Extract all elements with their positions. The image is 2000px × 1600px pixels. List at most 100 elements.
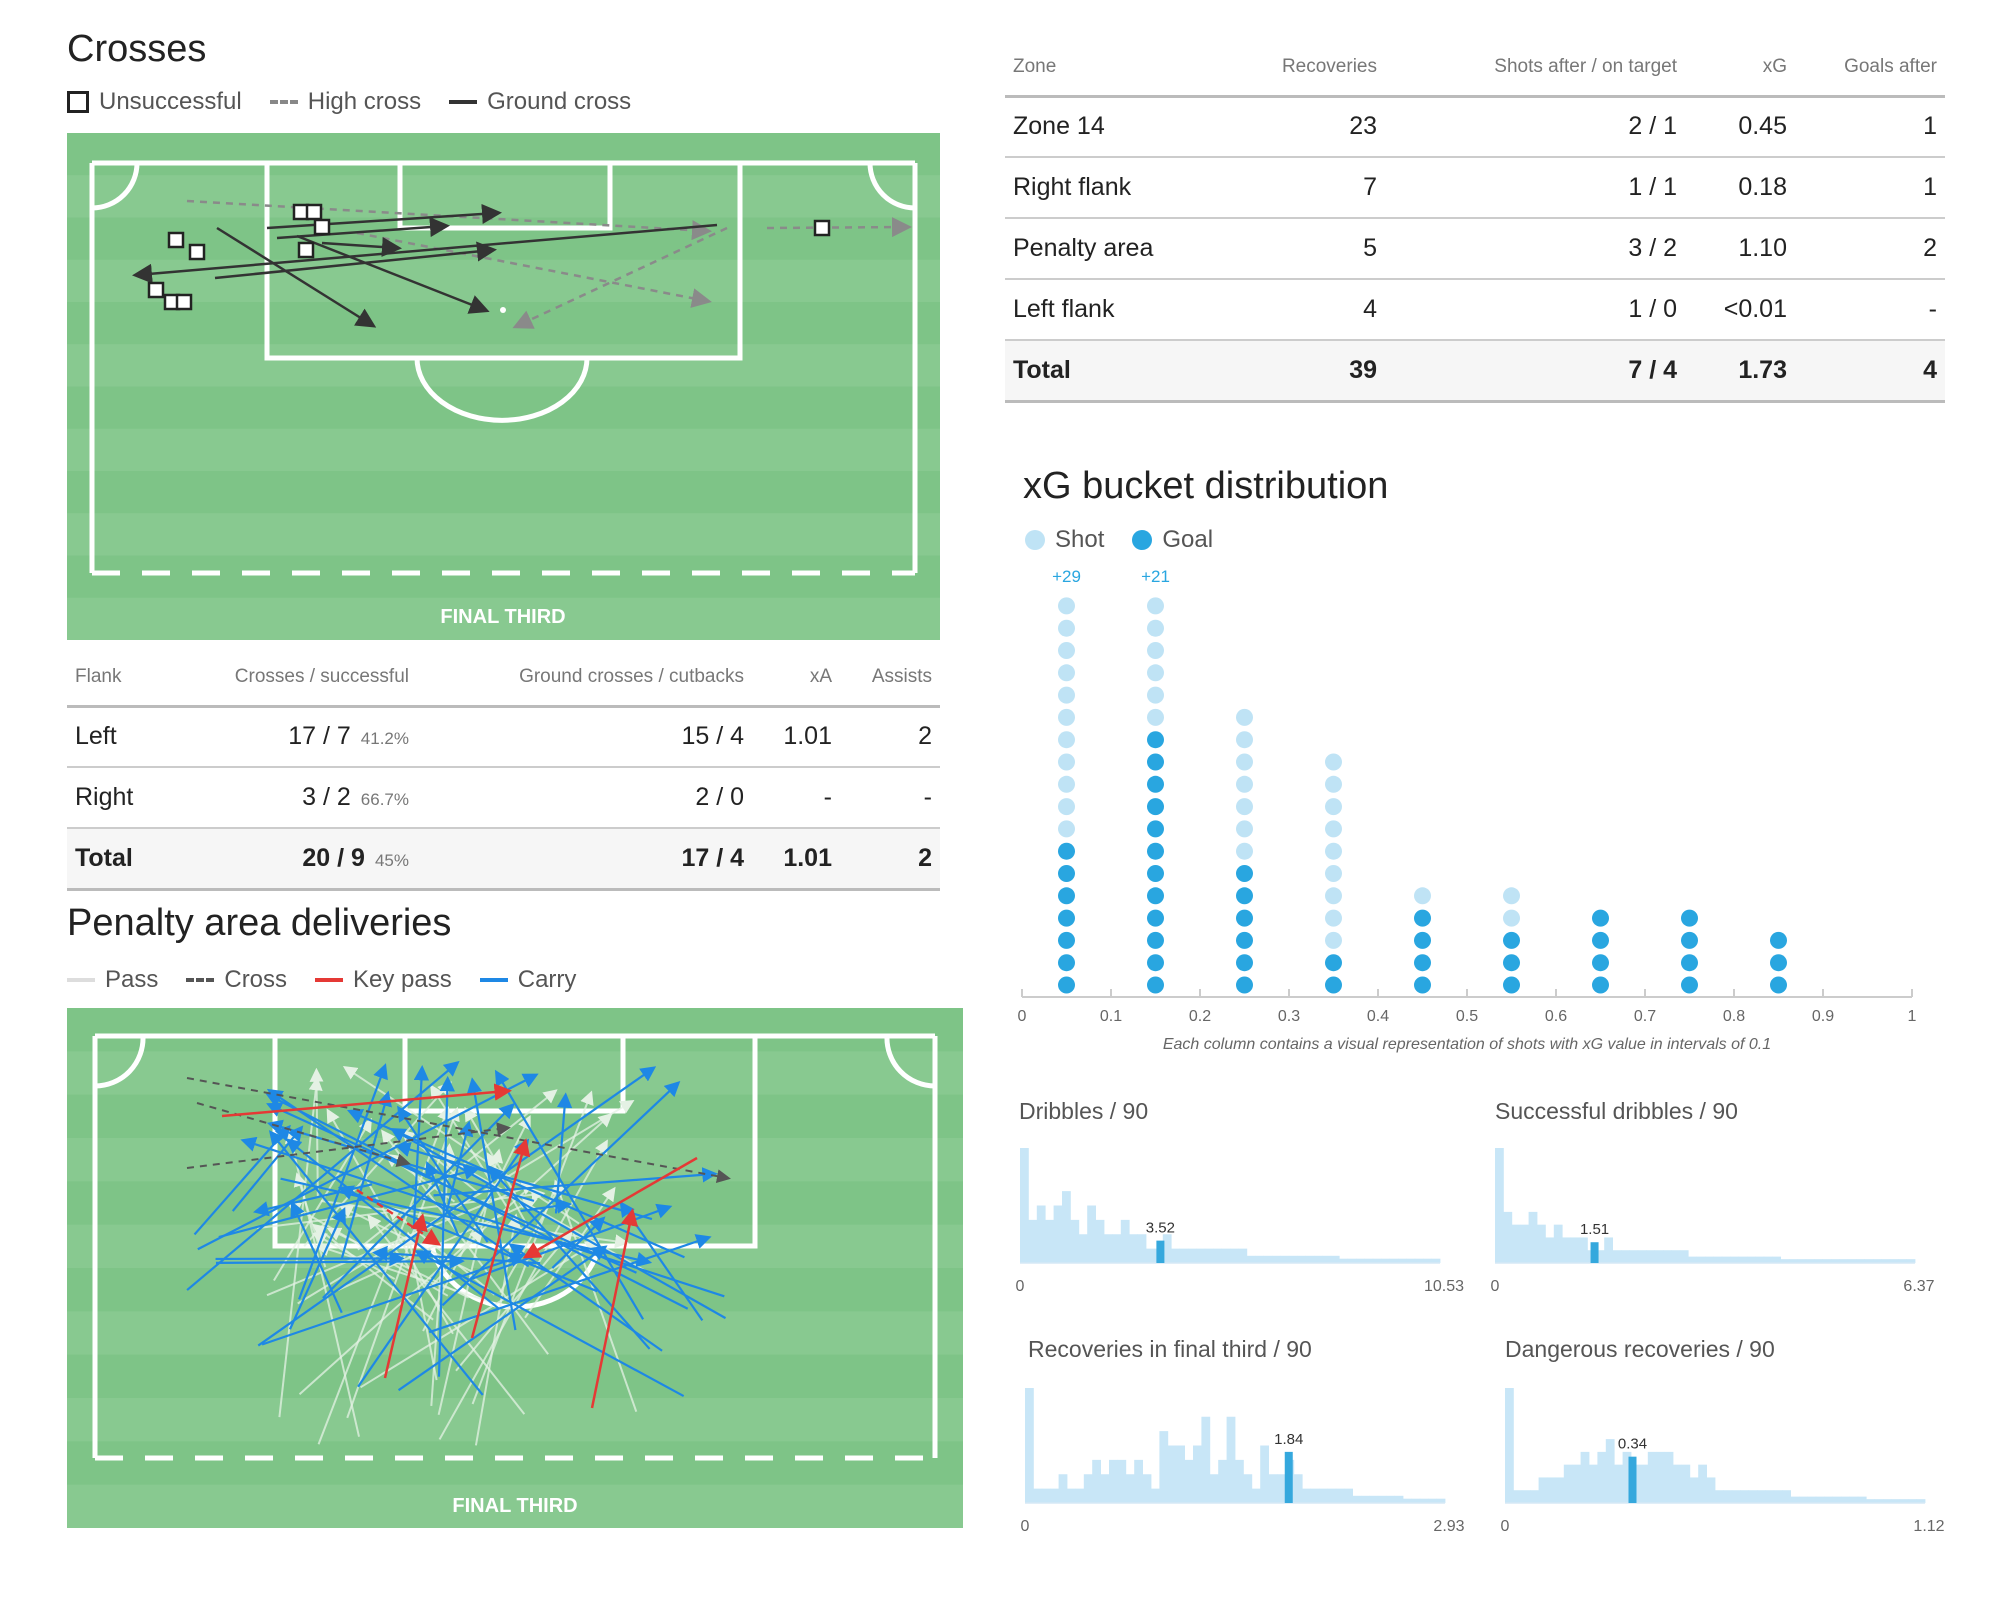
table-header-row: Flank Crosses / successful Ground crosse… xyxy=(67,650,940,708)
carry-arrow xyxy=(268,1130,484,1396)
hist-bar xyxy=(1025,1388,1034,1503)
cell-flank: Right xyxy=(67,767,177,829)
hist-bar xyxy=(1521,1490,1531,1503)
shot-dot xyxy=(1503,887,1520,905)
hist-bar xyxy=(1679,1250,1689,1263)
cell-zone: Zone 14 xyxy=(1005,96,1205,158)
hist-marker-label: 0.34 xyxy=(1618,1436,1647,1453)
goal-dot xyxy=(1058,976,1075,994)
hist-bar xyxy=(1394,1495,1404,1503)
hist-bar xyxy=(1347,1258,1357,1263)
hist-bar xyxy=(1589,1464,1598,1503)
shot-dot xyxy=(1325,865,1342,882)
cell-goals: 1 xyxy=(1795,96,1945,158)
carry-arrow xyxy=(322,1102,515,1299)
shot-dot xyxy=(1058,642,1075,659)
carry-arrow xyxy=(340,1090,392,1260)
col-header: Flank xyxy=(67,650,177,708)
hist-bar xyxy=(1053,1205,1063,1263)
hist-bar xyxy=(1528,1211,1538,1263)
hist-bar xyxy=(1763,1256,1773,1263)
pitch-stripe xyxy=(67,344,940,387)
pitch-stripe xyxy=(67,1441,963,1486)
cell-recoveries: 4 xyxy=(1205,279,1385,341)
hist-bar xyxy=(1381,1258,1390,1263)
cell-ground: 17 / 4 xyxy=(417,828,752,891)
hist-bar xyxy=(1251,1488,1261,1503)
hist-bar xyxy=(1580,1451,1590,1503)
carry-arrow xyxy=(433,1167,718,1197)
hist-bar xyxy=(1087,1205,1096,1263)
hist-bar xyxy=(1339,1258,1348,1263)
hist-bar xyxy=(1563,1464,1573,1503)
hist-marker xyxy=(1628,1456,1637,1503)
cell-assists: 2 xyxy=(840,706,940,768)
key-pass-lines xyxy=(221,1083,698,1409)
pitch-stripe xyxy=(67,555,940,599)
hist-bar xyxy=(1824,1496,1833,1503)
shot-dot xyxy=(1147,708,1164,726)
cell-assists: 2 xyxy=(840,828,940,891)
shot-dot xyxy=(1147,619,1164,637)
hist-bar xyxy=(1822,1259,1832,1263)
hist-bar xyxy=(1815,1496,1825,1503)
cell-goals: 1 xyxy=(1795,157,1945,219)
hist-min-label: 0 xyxy=(1016,1278,1025,1295)
shot-dot xyxy=(1503,909,1520,927)
shot-dot xyxy=(1236,753,1253,771)
hist-bar xyxy=(1423,1258,1432,1263)
cell-xg: 0.18 xyxy=(1685,157,1795,219)
hist-title-successful-dribbles: Successful dribbles / 90 xyxy=(1495,1098,1738,1124)
hist-bar xyxy=(1398,1258,1407,1263)
hist-bar xyxy=(1344,1488,1353,1503)
goal-dot xyxy=(1236,887,1253,905)
hist-bar xyxy=(1176,1445,1185,1503)
legend-label: Carry xyxy=(517,966,577,993)
legend-key-pass: Key pass xyxy=(315,966,452,994)
hist-bar xyxy=(1327,1488,1337,1503)
hist-bar xyxy=(1545,1237,1555,1263)
hist-bar xyxy=(1428,1498,1437,1503)
goal-dot xyxy=(1147,798,1164,816)
carry-arrow xyxy=(412,1064,430,1230)
cell-shots: 1 / 0 xyxy=(1385,279,1685,341)
cell-ground: 2 / 0 xyxy=(417,767,752,829)
hist-bar xyxy=(1243,1474,1253,1503)
carry-arrow xyxy=(265,1093,689,1310)
col-header: Goals after xyxy=(1795,40,1945,98)
carry-arrow xyxy=(551,1216,606,1269)
carry-arrow xyxy=(445,1120,474,1215)
hist-bar xyxy=(1179,1248,1189,1263)
x-tick-label: 0.1 xyxy=(1100,1008,1122,1025)
goal-dot xyxy=(1147,931,1164,949)
shot-dot xyxy=(1325,798,1342,816)
hist-bar xyxy=(1377,1495,1387,1503)
hist-bar xyxy=(1078,1234,1088,1263)
goal-dot xyxy=(1325,954,1342,972)
goal-dot xyxy=(1503,976,1520,994)
hist-bar xyxy=(1196,1248,1206,1263)
goal-dot xyxy=(1147,909,1164,927)
hist-bar xyxy=(1511,1224,1521,1263)
hist-bar xyxy=(1805,1259,1815,1263)
pitch-stripe xyxy=(67,428,940,472)
hist-bar xyxy=(1272,1255,1281,1263)
crosses-value: 17 / 7 xyxy=(288,722,351,751)
pitch-stripe xyxy=(67,597,940,640)
hist-bar xyxy=(1881,1259,1891,1263)
hist-bar xyxy=(1162,1234,1172,1263)
carry-lines xyxy=(186,1060,727,1398)
hist-bar xyxy=(1028,1219,1038,1263)
hist-bar xyxy=(1092,1459,1101,1503)
goal-dot xyxy=(1236,865,1253,882)
pass-arrow xyxy=(524,1186,616,1319)
shot-dot xyxy=(1236,731,1253,749)
hist-bar xyxy=(1364,1258,1374,1263)
goal-dot xyxy=(1503,931,1520,949)
hist-bar xyxy=(1293,1474,1303,1503)
goal-dot xyxy=(1681,976,1698,994)
hist-bar xyxy=(1503,1211,1513,1263)
x-tick-label: 1 xyxy=(1908,1008,1917,1025)
goal-dot xyxy=(1147,842,1164,860)
hist-bar xyxy=(1772,1256,1781,1263)
